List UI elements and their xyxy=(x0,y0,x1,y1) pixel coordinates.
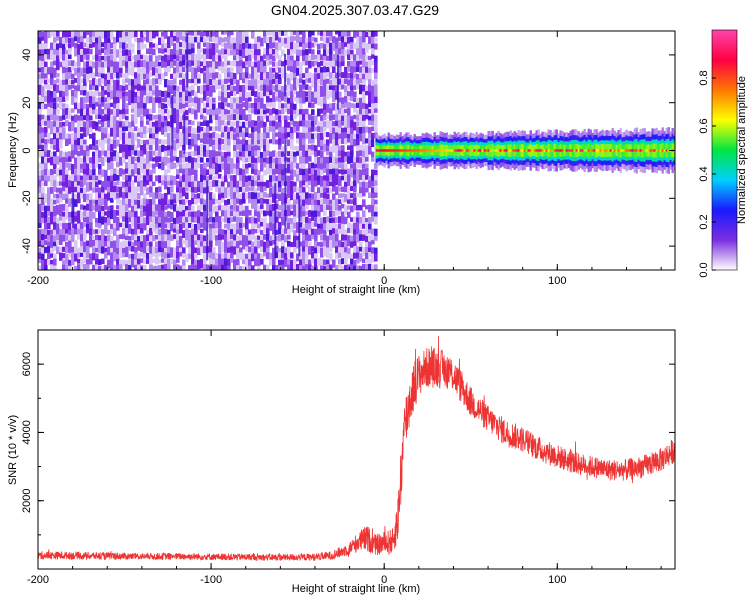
spectrogram-signal-band xyxy=(375,127,675,174)
spectrogram-y-axis-label: Frequency (Hz) xyxy=(7,112,19,188)
snr-y-tick-label: 2000 xyxy=(21,488,33,512)
snr-background xyxy=(38,330,675,569)
snr-y-tick-label: 4000 xyxy=(21,420,33,444)
spectrogram-y-tick-label: -20 xyxy=(21,190,33,206)
colorbar-tick-label: 0.8 xyxy=(698,70,710,85)
snr-x-axis-label: Height of straight line (km) xyxy=(292,583,420,595)
spectrogram-x-tick-label: -200 xyxy=(27,275,49,287)
colorbar-label: Normalized spectral amplitude xyxy=(736,76,748,224)
figure-title: GN04.2025.307.03.47.G29 xyxy=(271,2,439,18)
spectrogram-x-tick-label: 0 xyxy=(381,275,387,287)
spectrogram-x-tick-label: 100 xyxy=(548,275,566,287)
snr-x-tick-label: -200 xyxy=(27,574,49,586)
spectrogram-y-tick-label: 40 xyxy=(21,49,33,61)
colorbar-tick-label: 0.6 xyxy=(698,118,710,133)
spectrogram-plot-area xyxy=(38,31,675,270)
spectrogram-noise-region xyxy=(38,31,378,270)
snr-frame xyxy=(37,329,676,570)
colorbar: 0.0 0.2 0.4 0.6 0.8 Normalized spectral ampl… xyxy=(698,29,748,278)
colorbar-frame xyxy=(711,29,738,271)
colorbar-gradient xyxy=(712,30,737,270)
colorbar-tick-label: 0.2 xyxy=(698,214,710,229)
snr-x-tick-label: -100 xyxy=(200,574,222,586)
snr-y-tick-label: 6000 xyxy=(21,352,33,376)
snr-x-tick-label: 0 xyxy=(381,574,387,586)
snr-plot-area xyxy=(38,330,675,569)
colorbar-tick-label: 0.4 xyxy=(698,166,710,181)
colorbar-ticks: 0.0 0.2 0.4 0.6 0.8 xyxy=(698,70,716,278)
colorbar-tick-label: 0.0 xyxy=(698,262,710,277)
snr-panel: -200 -100 0 100 6000 4000 2000 Height of stra… xyxy=(7,329,676,595)
snr-y-axis-label: SNR (10 * v/v) xyxy=(7,415,19,485)
snr-x-tick-label: 100 xyxy=(548,574,566,586)
spectrogram-x-axis-label: Height of straight line (km) xyxy=(292,284,420,296)
snr-y-ticks: 6000 4000 2000 xyxy=(21,329,675,536)
spectrogram-y-tick-label: 0 xyxy=(21,147,33,153)
snr-series-noisy-line xyxy=(38,335,675,561)
spectrogram-y-tick-label: 20 xyxy=(21,97,33,109)
spectrogram-panel: -200 -100 0 100 40 20 0 -20 -40 Height of strai… xyxy=(7,30,676,296)
snr-x-ticks: -200 -100 0 100 xyxy=(27,330,662,586)
spectrogram-x-ticks: -200 -100 0 100 xyxy=(27,31,662,287)
spectrogram-x-tick-label: -100 xyxy=(200,275,222,287)
spectrogram-y-tick-label: -40 xyxy=(21,238,33,254)
spectrogram-y-ticks: 40 20 0 -20 -40 xyxy=(21,49,675,254)
